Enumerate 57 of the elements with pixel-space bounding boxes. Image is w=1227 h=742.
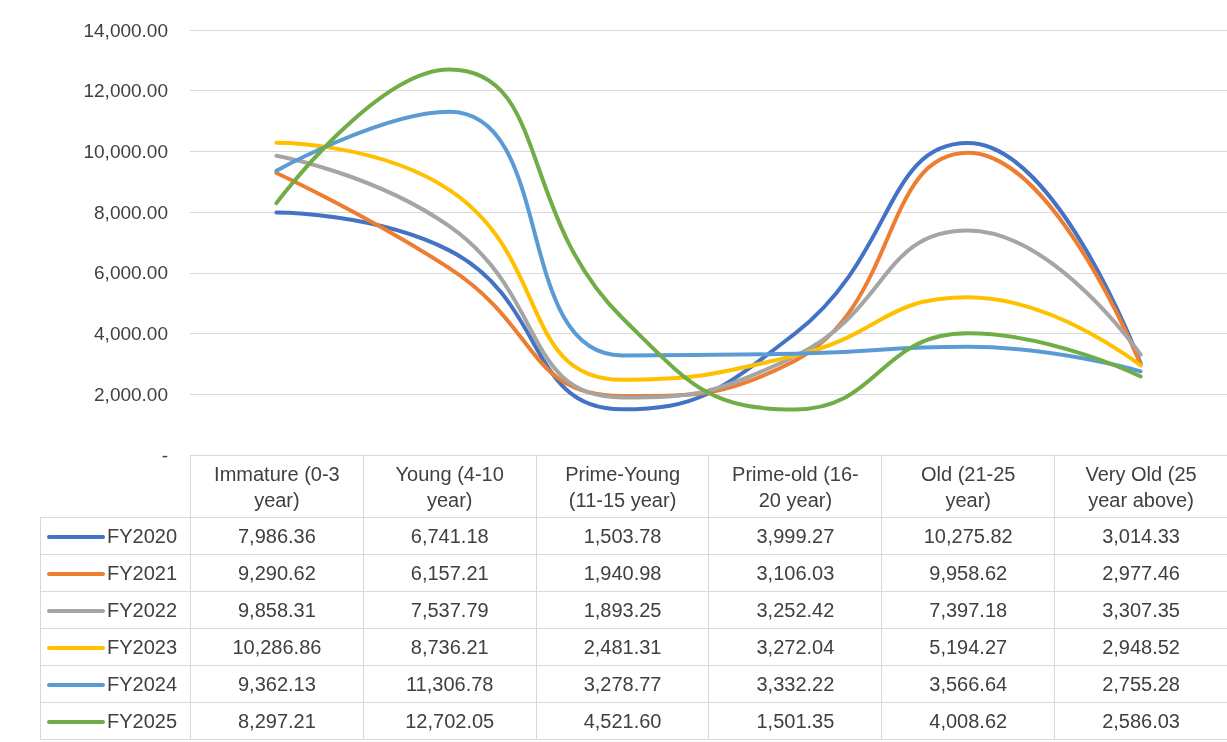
x-tick-label: Prime-Young (11-15 year) [536, 455, 709, 518]
legend-label: FY2025 [107, 710, 178, 733]
y-tick-label: 8,000.00 [94, 201, 168, 223]
data-label: 1,501.35 [708, 702, 882, 740]
y-tick-label: 10,000.00 [83, 140, 168, 162]
x-tick-label: Immature (0-3 year) [190, 455, 364, 518]
x-tick-label: Very Old (25 year above) [1054, 455, 1227, 518]
data-label: 12,702.05 [363, 702, 537, 740]
y-tick-label: 14,000.00 [83, 19, 168, 41]
data-label: 8,297.21 [190, 702, 364, 740]
data-label: 3,999.27 [708, 517, 882, 555]
legend-label: FY2024 [107, 673, 178, 696]
legend-label: FY2020 [107, 525, 178, 548]
data-label: 11,306.78 [363, 665, 537, 703]
data-label: 2,948.52 [1054, 628, 1227, 666]
data-label: 3,278.77 [536, 665, 709, 703]
data-label: 3,272.04 [708, 628, 882, 666]
data-label: 1,503.78 [536, 517, 709, 555]
legend-label: FY2023 [107, 636, 178, 659]
data-label: 4,008.62 [881, 702, 1055, 740]
data-label: 3,252.42 [708, 591, 882, 629]
data-label: 5,194.27 [881, 628, 1055, 666]
x-tick-label: Young (4-10 year) [363, 455, 537, 518]
legend-label: FY2022 [107, 599, 178, 622]
data-label: 6,741.18 [363, 517, 537, 555]
data-label: 4,521.60 [536, 702, 709, 740]
y-tick-label: 4,000.00 [94, 323, 168, 345]
data-label: 6,157.21 [363, 554, 537, 592]
y-tick-label: - [161, 444, 168, 466]
x-tick-label: Old (21-25 year) [881, 455, 1055, 518]
data-label: 9,958.62 [881, 554, 1055, 592]
data-label: 3,332.22 [708, 665, 882, 703]
data-label: 1,893.25 [536, 591, 709, 629]
data-label: 8,736.21 [363, 628, 537, 666]
data-label: 10,275.82 [881, 517, 1055, 555]
data-label: 7,537.79 [363, 591, 537, 629]
data-label: 3,106.03 [708, 554, 882, 592]
data-label: 9,362.13 [190, 665, 364, 703]
data-label: 10,286.86 [190, 628, 364, 666]
data-label: 1,940.98 [536, 554, 709, 592]
data-label: 2,586.03 [1054, 702, 1227, 740]
data-label: 9,290.62 [190, 554, 364, 592]
data-label: 7,397.18 [881, 591, 1055, 629]
data-label: 3,014.33 [1054, 517, 1227, 555]
y-tick-label: 6,000.00 [94, 262, 168, 284]
x-tick-label: Prime-old (16-20 year) [708, 455, 882, 518]
data-label: 2,977.46 [1054, 554, 1227, 592]
line-series [274, 67, 1143, 412]
data-label: 7,986.36 [190, 517, 364, 555]
legend-label: FY2021 [107, 562, 178, 585]
data-label: 9,858.31 [190, 591, 364, 629]
data-label: 2,755.28 [1054, 665, 1227, 703]
data-label: 3,307.35 [1054, 591, 1227, 629]
y-tick-label: 2,000.00 [94, 383, 168, 405]
data-label: 2,481.31 [536, 628, 709, 666]
data-label: 3,566.64 [881, 665, 1055, 703]
y-tick-label: 12,000.00 [83, 80, 168, 102]
